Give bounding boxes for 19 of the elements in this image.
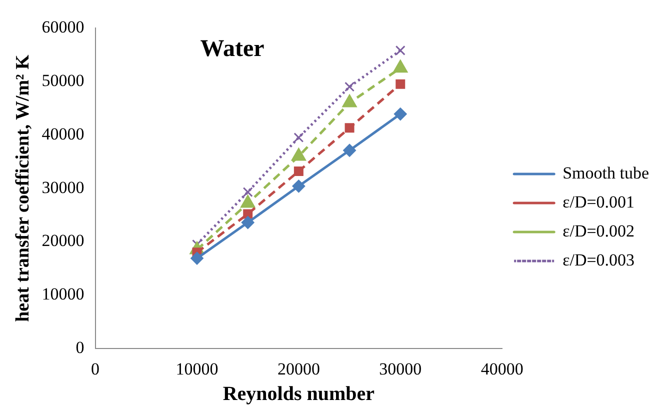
x-tick-label: 20000 [277,359,320,378]
x-tick-label: 40000 [480,359,524,378]
y-tick-label: 40000 [42,124,84,144]
x-axis-title: Reynolds number [222,383,375,406]
legend-label: Smooth tube [562,163,649,182]
y-tick-label: 60000 [42,17,84,36]
y-tick-label: 20000 [42,231,84,250]
x-tick-label: 10000 [176,359,218,378]
y-tick-label: 50000 [42,70,84,90]
chart-title: Water [200,36,265,62]
y-tick-label: 0 [76,338,84,358]
x-tick-label: 0 [91,359,100,378]
legend-label: ε/D=0.003 [562,250,635,270]
y-axis-title: heat transfer coefficient, W/m² K [12,54,34,322]
legend-label: ε/D=0.001 [562,192,635,212]
x-tick-label: 30000 [379,359,422,378]
legend-label: ε/D=0.002 [562,221,635,240]
y-tick-label: 30000 [42,178,84,197]
y-tick-label: 10000 [42,284,84,304]
